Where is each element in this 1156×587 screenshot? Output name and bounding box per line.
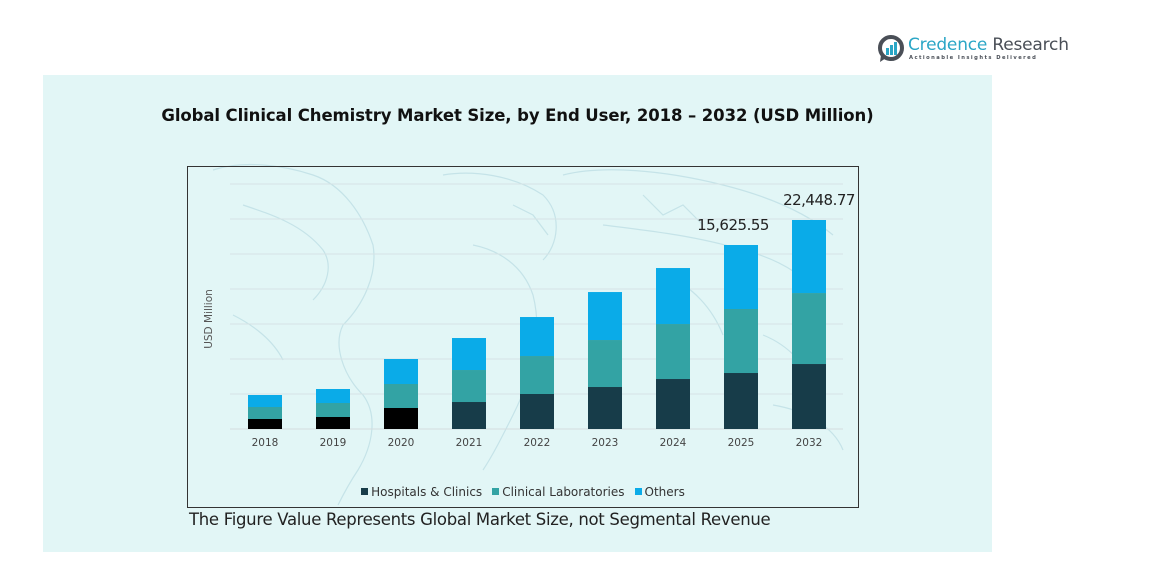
brand-tagline: Actionable Insights Delivered xyxy=(909,55,1038,61)
chart-frame: USD Million 2018 2019 2020 2021 2022 2023 2024 2… xyxy=(187,166,859,508)
x-tick-label: 2032 xyxy=(796,437,823,449)
stacked-bar-chart: USD Million 2018 2019 2020 2021 2022 2023 2024 2… xyxy=(203,183,855,449)
x-tick-label: 2019 xyxy=(320,437,347,449)
bar-segment-clinical-laboratories-2021 xyxy=(452,370,486,403)
x-tick-label: 2023 xyxy=(592,437,619,449)
bar-segment-clinical-laboratories-2019 xyxy=(316,402,350,418)
bar-segment-clinical-laboratories-2024 xyxy=(656,324,690,380)
bar-segment-clinical-laboratories-2020 xyxy=(384,384,418,409)
bar-segment-others-2020 xyxy=(384,359,418,385)
brand-logo-icon xyxy=(878,35,904,62)
brand-name-part1: Credence xyxy=(908,35,988,55)
bar-segment-hospitals-clinics-2024 xyxy=(656,379,690,429)
chart-panel: Global Clinical Chemistry Market Size, b… xyxy=(43,75,992,552)
y-axis-label: USD Million xyxy=(203,289,215,349)
legend-swatch xyxy=(492,488,500,495)
x-tick-label: 2025 xyxy=(728,437,755,449)
bar-segment-clinical-laboratories-2025 xyxy=(724,309,758,374)
bar-segment-others-2025 xyxy=(724,245,758,310)
bar-segment-others-2021 xyxy=(452,338,486,371)
data-label-total: 15,625.55 xyxy=(697,216,769,234)
footnote: The Figure Value Represents Global Marke… xyxy=(189,510,771,529)
bar-segment-hospitals-clinics-2023 xyxy=(588,387,622,429)
bar-segment-others-2018 xyxy=(248,395,282,408)
bar-segment-hospitals-clinics-2025 xyxy=(724,373,758,429)
bar-segment-hospitals-clinics-2019 xyxy=(316,417,350,429)
bar-segment-others-2032 xyxy=(792,219,826,294)
legend-swatch xyxy=(634,488,642,495)
bar-segment-others-2019 xyxy=(316,388,350,403)
bar-segment-hospitals-clinics-2032 xyxy=(792,364,826,429)
legend-label: Clinical Laboratories xyxy=(502,484,625,499)
chart-legend: Hospitals & Clinics Clinical Laboratories… xyxy=(188,484,858,499)
brand-logo: Credence Research Actionable Insights De… xyxy=(877,33,1069,69)
bar-segment-others-2022 xyxy=(520,317,554,357)
bar-segment-clinical-laboratories-2023 xyxy=(588,340,622,388)
bar-segment-clinical-laboratories-2018 xyxy=(248,407,282,420)
bar-segment-hospitals-clinics-2022 xyxy=(520,394,554,429)
world-map-background xyxy=(212,163,844,506)
legend-item: Hospitals & Clinics xyxy=(361,485,482,499)
legend-item: Others xyxy=(634,484,685,499)
x-tick-label: 2024 xyxy=(660,437,687,449)
x-tick-label: 2022 xyxy=(524,437,551,449)
bar-segment-clinical-laboratories-2022 xyxy=(520,356,554,395)
legend-label: Hospitals & Clinics xyxy=(371,484,483,499)
data-label-total: 22,448.77 xyxy=(783,191,855,209)
bar-segment-hospitals-clinics-2018 xyxy=(248,419,282,429)
x-tick-label: 2020 xyxy=(388,437,415,449)
legend-swatch xyxy=(361,488,369,495)
bar-segment-hospitals-clinics-2021 xyxy=(452,402,486,429)
bar-segment-hospitals-clinics-2020 xyxy=(384,408,418,429)
bar-segment-others-2023 xyxy=(588,292,622,341)
legend-label: Others xyxy=(644,484,685,499)
chart-title: Global Clinical Chemistry Market Size, b… xyxy=(161,106,874,125)
bar-segment-others-2024 xyxy=(656,268,690,325)
x-tick-label: 2018 xyxy=(252,437,279,449)
bar-segment-clinical-laboratories-2032 xyxy=(792,293,826,365)
brand-name-part2: Research xyxy=(987,35,1069,55)
legend-item: Clinical Laboratories xyxy=(492,484,625,499)
x-tick-label: 2021 xyxy=(456,437,483,449)
brand-name: Credence Research xyxy=(908,35,1069,55)
